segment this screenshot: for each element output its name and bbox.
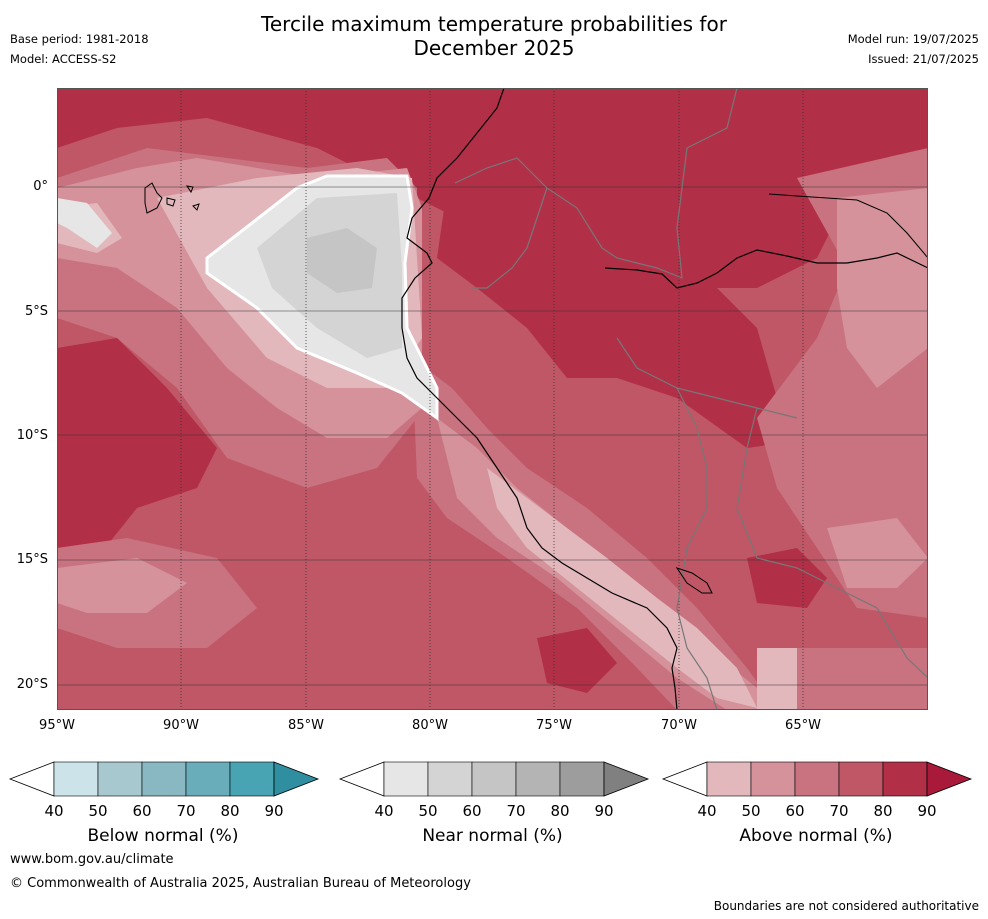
- colorbar-segment: [383, 761, 429, 797]
- colorbar-max-extend: [926, 761, 973, 797]
- lake-titicaca: [675, 567, 713, 594]
- galapagos-islands: [144, 182, 200, 214]
- colorbar-segment: [559, 761, 605, 797]
- colorbar-segment: [706, 761, 752, 797]
- map-frame: [57, 88, 928, 710]
- colorbar-tick: 50: [88, 802, 108, 820]
- colorbar-tick: 70: [506, 802, 526, 820]
- region-80-90-andes: [437, 148, 817, 448]
- country-borders: [454, 88, 928, 710]
- colorbar-min-extend: [8, 761, 55, 797]
- colorbar-segment: [53, 761, 99, 797]
- gridlines: [57, 88, 928, 710]
- title-line-2: December 2025: [413, 36, 575, 60]
- lat-label: 20°S: [16, 677, 48, 692]
- colorbar-tick: 80: [873, 802, 893, 820]
- header-right: Model run: 19/07/2025 Issued: 21/07/2025: [848, 29, 979, 69]
- colorbar-label-below: Below normal (%): [87, 826, 239, 846]
- colorbar-segment: [97, 761, 143, 797]
- colorbars: [8, 761, 973, 797]
- base-period: Base period: 1981-2018: [10, 32, 149, 46]
- coastline: [401, 88, 678, 710]
- colorbar-tick: 80: [220, 802, 240, 820]
- colorbar-segment: [794, 761, 840, 797]
- lon-label: 75°W: [536, 718, 572, 733]
- map-title: Tercile maximum temperature probabilitie…: [0, 12, 988, 60]
- colorbar-below-normal: [8, 761, 320, 797]
- colorbar-tick: 70: [176, 802, 196, 820]
- region-50-60-east: [837, 188, 928, 388]
- colorbar-tick: 50: [418, 802, 438, 820]
- colorbar-tick: 60: [132, 802, 152, 820]
- lat-label: 0°: [33, 179, 48, 194]
- lon-label: 95°W: [39, 718, 75, 733]
- region-50-60-southwest: [57, 558, 187, 613]
- region-60-70-chaco: [797, 648, 928, 710]
- colorbar-tick: 80: [550, 802, 570, 820]
- region-80-90-bolivia: [747, 548, 827, 608]
- colorbar-max-extend: [273, 761, 320, 797]
- lon-label: 65°W: [785, 718, 821, 733]
- colorbar-label-near: Near normal (%): [422, 826, 563, 846]
- header-left: Base period: 1981-2018 Model: ACCESS-S2: [10, 29, 149, 69]
- lon-label: 80°W: [412, 718, 448, 733]
- colorbar-segment: [515, 761, 561, 797]
- lon-label: 85°W: [288, 718, 324, 733]
- region-40-50-south: [757, 648, 797, 710]
- lon-label: 70°W: [661, 718, 697, 733]
- disclaimer: Boundaries are not considered authoritat…: [713, 899, 979, 913]
- title-line-1: Tercile maximum temperature probabilitie…: [261, 12, 727, 36]
- colorbar-max-extend: [603, 761, 650, 797]
- copyright: © Commonwealth of Australia 2025, Austra…: [10, 876, 471, 891]
- colorbar-tick: 50: [741, 802, 761, 820]
- region-80-90-west: [57, 338, 217, 558]
- colorbar-tick: 90: [264, 802, 284, 820]
- colorbar-segment: [882, 761, 928, 797]
- near-normal-outline: [205, 174, 439, 421]
- region-80-90-east: [657, 128, 847, 288]
- colorbar-segment: [838, 761, 884, 797]
- near-normal-inner: [307, 228, 377, 293]
- issued-date: Issued: 21/07/2025: [868, 52, 979, 66]
- near-normal-island-west: [57, 198, 112, 248]
- colorbar-label-above: Above normal (%): [739, 826, 893, 846]
- model-run: Model run: 19/07/2025: [847, 32, 979, 46]
- colorbar-tick: 90: [594, 802, 614, 820]
- probability-map: [57, 88, 928, 710]
- colorbar-near-normal: [338, 761, 650, 797]
- lat-label: 15°S: [16, 552, 48, 567]
- colorbar-segment: [185, 761, 231, 797]
- website-link[interactable]: www.bom.gov.au/climate: [10, 852, 174, 867]
- lat-label: 10°S: [16, 428, 48, 443]
- model-name: Model: ACCESS-S2: [10, 52, 117, 66]
- colorbar-tick: 60: [462, 802, 482, 820]
- colorbar-tick: 40: [697, 802, 717, 820]
- colorbar-tick: 90: [917, 802, 937, 820]
- colorbar-segment: [471, 761, 517, 797]
- lat-label: 5°S: [24, 304, 48, 319]
- region-80-90-south: [537, 628, 617, 693]
- colorbar-min-extend: [661, 761, 708, 797]
- colorbar-segment: [229, 761, 275, 797]
- colorbar-above-normal: [661, 761, 973, 797]
- colorbar-segment: [427, 761, 473, 797]
- colorbar-segment: [750, 761, 796, 797]
- colorbar-tick: 40: [374, 802, 394, 820]
- region-50-60-southeast: [827, 518, 928, 588]
- lon-label: 90°W: [163, 718, 199, 733]
- river: [604, 249, 928, 289]
- river-north: [768, 193, 928, 259]
- colorbar-min-extend: [338, 761, 385, 797]
- colorbar-tick: 70: [829, 802, 849, 820]
- region-40-50-coast: [487, 468, 757, 708]
- colorbar-tick: 40: [44, 802, 64, 820]
- colorbar-segment: [141, 761, 187, 797]
- colorbar-tick: 60: [785, 802, 805, 820]
